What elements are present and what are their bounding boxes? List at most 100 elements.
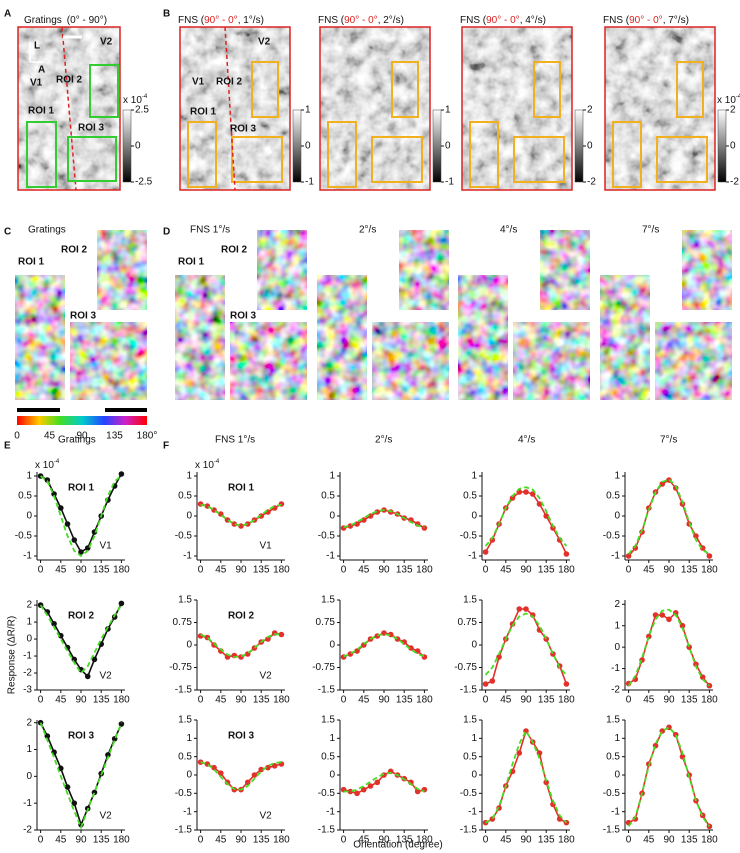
panel-title: 4°/s	[500, 225, 517, 236]
hue-colorbar	[17, 416, 147, 425]
y-tick-label: -1.5	[460, 825, 478, 836]
x-tick-label: 90	[378, 835, 390, 846]
roi-label: ROI 1	[178, 257, 205, 268]
y-tick-label: 1.5	[321, 595, 335, 606]
x-tick-label: 90	[663, 565, 675, 576]
data-point	[367, 783, 374, 789]
y-tick-label: -1	[326, 551, 335, 562]
map-frame	[17, 26, 121, 191]
x-tick-label: 180	[273, 835, 290, 846]
roi-map	[175, 275, 225, 400]
axis-scale: x 10-4	[35, 459, 60, 471]
y-tick-label: 1	[614, 733, 620, 744]
x-tick-label: 180	[273, 695, 290, 706]
data-point	[57, 632, 64, 639]
title-suffix: , 4°/s)	[520, 15, 546, 26]
x-tick-label: 0	[38, 835, 44, 846]
fns-map	[605, 27, 715, 190]
x-tick-label: 0	[198, 695, 204, 706]
fit-curve	[484, 612, 568, 676]
y-tick-label: 0	[186, 640, 192, 651]
x-tick-label: 135	[681, 695, 698, 706]
x-tick-label: 45	[358, 695, 370, 706]
y-tick-label: -3	[23, 685, 32, 696]
data-point	[706, 553, 713, 559]
data-point	[51, 620, 57, 627]
y-tick-label: 0	[614, 511, 620, 522]
area-label: V1	[192, 77, 205, 88]
x-tick-label: 0	[483, 835, 489, 846]
x-tick-label: 90	[235, 565, 247, 576]
panel-title: 7°/s	[642, 225, 659, 236]
fns-map	[180, 27, 290, 190]
roi-label: ROI 3	[230, 124, 257, 135]
y-tick-label: -1.5	[175, 825, 193, 836]
roi-label: ROI 1	[28, 106, 55, 117]
x-tick-label: 135	[253, 835, 270, 846]
panel-title: Gratings	[58, 435, 96, 446]
x-tick-label: 0	[626, 835, 632, 846]
title-range: 90° - 0°	[629, 15, 663, 26]
x-tick-label: 135	[93, 695, 110, 706]
colorbar-label: 0	[305, 141, 311, 152]
roi-box	[67, 136, 117, 182]
y-tick-label: 0	[471, 640, 477, 651]
roi-box	[231, 136, 283, 183]
data-point	[693, 661, 699, 668]
roi-map	[317, 275, 367, 400]
y-tick-label: 1	[329, 733, 335, 744]
y-tick-label: -0.5	[460, 788, 478, 799]
area-label: V2	[260, 671, 273, 682]
data-point	[91, 656, 98, 663]
data-point	[354, 648, 360, 654]
x-tick-label: 135	[538, 565, 555, 576]
roi-label: ROI 1	[18, 257, 45, 268]
x-tick-label: 45	[500, 835, 512, 846]
title-prefix: FNS (	[603, 15, 630, 26]
roi-label: ROI 1	[68, 483, 95, 494]
map-title: FNS (90° - 0°, 1°/s)	[178, 15, 264, 26]
x-tick-label: 0	[626, 695, 632, 706]
y-tick-label: 1	[26, 744, 32, 755]
data-point	[211, 764, 217, 771]
roi-box	[371, 136, 423, 183]
map-frame	[604, 26, 716, 191]
data-point	[258, 513, 265, 519]
y-tick-label: 0	[471, 770, 477, 781]
colorbar-label: 0	[14, 431, 20, 442]
x-axis-label: Orientation (degree)	[353, 840, 443, 851]
x-tick-label: 45	[500, 695, 512, 706]
axis-letter: L	[34, 41, 40, 52]
y-tick-label: 2	[614, 599, 620, 610]
data-point	[118, 471, 125, 477]
y-tick-label: -1	[468, 806, 477, 817]
area-label: V1	[100, 541, 113, 552]
colorbar-label: 0	[445, 141, 451, 152]
y-tick-label: -0.5	[318, 788, 336, 799]
map-frame	[319, 26, 431, 191]
colorbar-label: -2.5	[135, 177, 153, 188]
x-tick-label: 0	[483, 695, 489, 706]
data-point	[374, 779, 381, 786]
x-tick-label: 45	[643, 565, 655, 576]
y-tick-label: 0	[26, 511, 32, 522]
y-tick-label: 0.75	[173, 617, 193, 628]
data-point	[118, 721, 125, 727]
data-point	[550, 525, 556, 531]
x-tick-label: 180	[416, 695, 433, 706]
data-point	[666, 616, 672, 623]
title-range: 90° - 0°	[344, 15, 378, 26]
x-tick-label: 135	[681, 565, 698, 576]
y-tick-label: 1.5	[463, 715, 477, 726]
y-tick-label: 0.75	[316, 617, 336, 628]
x-tick-label: 90	[663, 835, 675, 846]
title-range: (0° - 90°)	[67, 15, 107, 26]
y-tick-label: -0.5	[318, 531, 336, 542]
data-point	[645, 633, 652, 640]
data-point	[244, 521, 251, 527]
x-tick-label: 0	[198, 835, 204, 846]
title-range: 90° - 0°	[486, 15, 520, 26]
y-tick-label: 1	[329, 471, 335, 482]
y-tick-label: 0	[26, 771, 32, 782]
